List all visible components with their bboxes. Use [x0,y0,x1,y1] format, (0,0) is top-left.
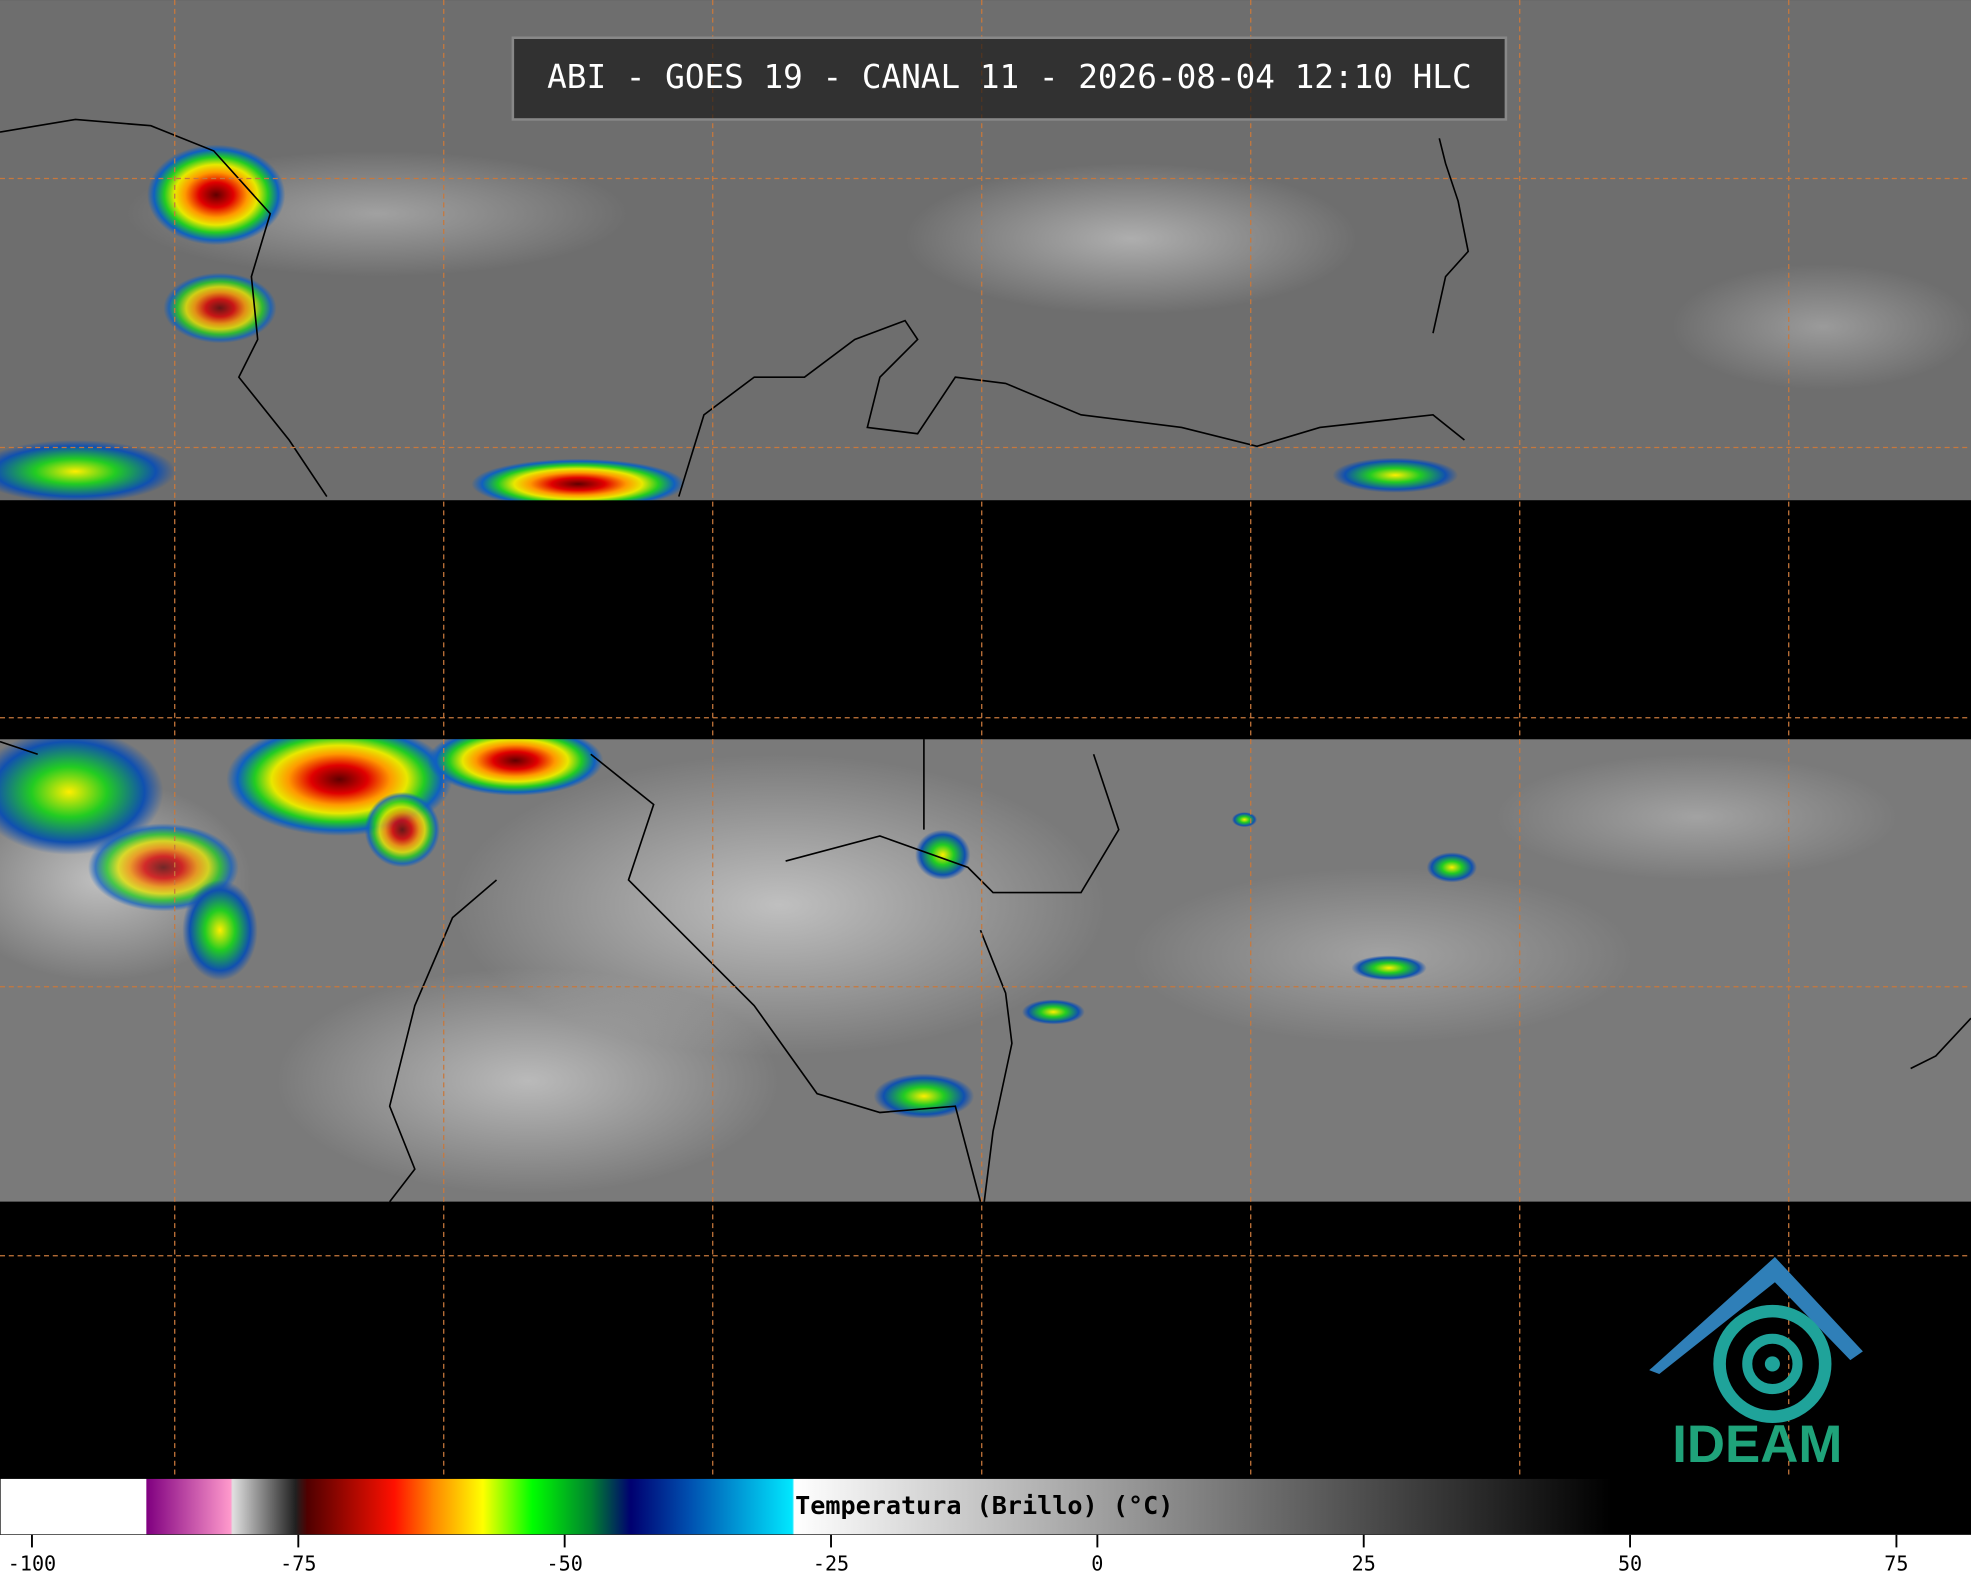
title-box [511,36,1508,121]
no-data-band [0,500,1971,740]
graticule [0,0,1971,1479]
title: ABI - GOES 19 - CANAL 11 - 2026-08-04 12… [547,58,1471,96]
tick-area [0,1534,1971,1577]
convection [0,144,1477,1119]
colorbar-tick-label: -100 [8,1552,56,1576]
coastlines [0,118,1971,1203]
colorbar-tick-label: -75 [280,1552,316,1576]
colorbar-tick-label: -50 [547,1552,583,1576]
logo: IDEAM [1649,1257,1863,1474]
colorbar-tick-label: 50 [1618,1552,1642,1576]
no-data-band [0,1201,1971,1479]
colorbar-ticks: -100 -75 -50 -25 0 25 50 75 [8,1534,1909,1576]
colorbar-tick-label: 75 [1884,1552,1908,1576]
logo-text: IDEAM [1672,1415,1842,1474]
colorbar-tick-label: 0 [1091,1552,1103,1576]
colorbar-tick-label: 25 [1352,1552,1376,1576]
colorbar [0,1477,1971,1536]
colorbar-tick-label: -25 [813,1552,849,1576]
colorbar-label: Temperatura (Brillo) (°C) [795,1491,1173,1520]
